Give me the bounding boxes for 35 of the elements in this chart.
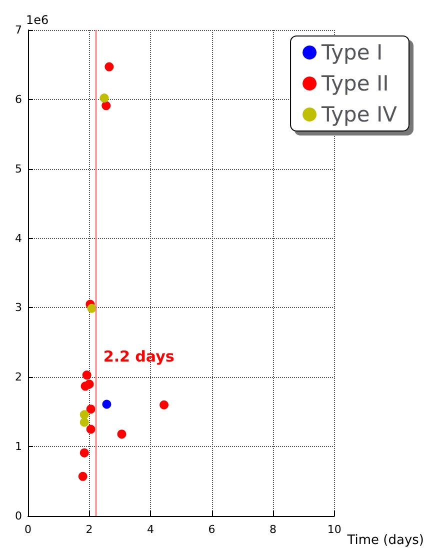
- point: [100, 94, 109, 103]
- point: [84, 380, 94, 389]
- point: [86, 424, 96, 434]
- point: [80, 410, 89, 420]
- x-tick-label: 8: [270, 523, 277, 536]
- x-tick-label: 2: [86, 523, 93, 536]
- y-tick-label: 2: [15, 370, 22, 384]
- y-tick-label: 7: [15, 24, 22, 36]
- point: [87, 304, 96, 313]
- x-tick-label: 4: [147, 523, 154, 536]
- point: [78, 472, 88, 481]
- x-axis-title: Time (days): [346, 533, 424, 548]
- x-tick-label: 6: [208, 523, 216, 536]
- point: [102, 101, 111, 110]
- legend-label: Type I: [320, 40, 383, 64]
- point: [80, 418, 89, 427]
- annotation: 2.2 days: [103, 347, 174, 366]
- text: 1e6: [26, 13, 49, 27]
- y-tick-label: 3: [15, 301, 22, 314]
- legend-label: Type IV: [320, 102, 398, 126]
- legend-label: Type II: [320, 72, 389, 96]
- point: [102, 400, 112, 409]
- y-tick-label: 5: [15, 162, 22, 176]
- y-tick-label: 1: [15, 440, 22, 454]
- point: [117, 430, 126, 439]
- point: [82, 370, 92, 380]
- y-tick-label: 6: [15, 92, 22, 106]
- point: [160, 400, 169, 410]
- y-tick-label: 4: [15, 232, 22, 245]
- point: [104, 62, 114, 72]
- x-tick-label: 0: [24, 523, 32, 536]
- point: [80, 448, 89, 458]
- point: [86, 404, 96, 414]
- x-tick-label: 10: [327, 523, 342, 536]
- y-tick-label: 0: [15, 510, 22, 522]
